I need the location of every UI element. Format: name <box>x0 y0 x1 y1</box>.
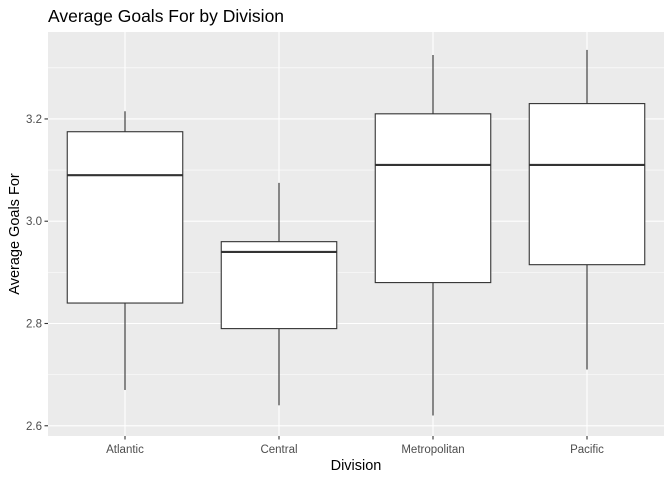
box-central <box>220 182 338 406</box>
y-tick-label: 3.2 <box>26 114 42 126</box>
box-pacific <box>528 49 646 370</box>
chart-title: Average Goals For by Division <box>48 6 284 26</box>
box-iqr <box>66 131 184 304</box>
x-tick-label: Pacific <box>570 444 604 456</box>
box-iqr <box>528 103 646 266</box>
y-tick-label: 3.0 <box>26 216 42 228</box>
x-tick-label: Metropolitan <box>401 444 464 456</box>
axes: 2.6 2.8 3.0 3.2 Atlantic Central Metropolitan P… <box>26 114 604 456</box>
y-tick-label: 2.6 <box>26 421 42 433</box>
box-iqr <box>220 241 338 330</box>
box-iqr <box>374 113 492 284</box>
y-axis-title: Average Goals For <box>7 173 23 295</box>
x-tick-label: Central <box>260 444 297 456</box>
y-tick-label: 2.8 <box>26 318 42 330</box>
box-metropolitan <box>374 55 492 416</box>
box-atlantic <box>66 111 184 390</box>
x-axis-title: Division <box>331 458 382 474</box>
boxes <box>66 49 646 416</box>
x-tick-label: Atlantic <box>106 444 144 456</box>
